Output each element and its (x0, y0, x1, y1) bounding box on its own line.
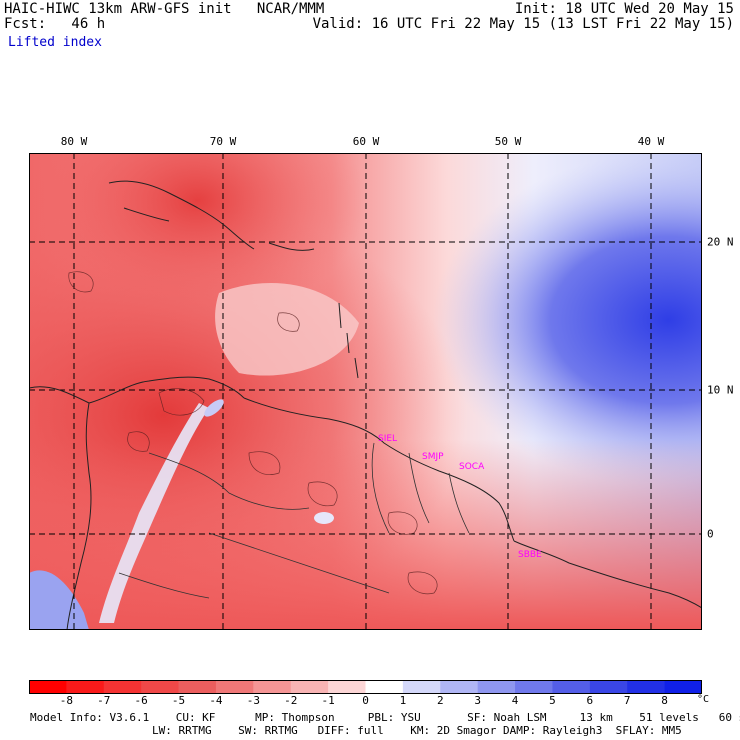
model-info-line2: LW: RRTMG SW: RRTMG DIFF: full KM: 2D Sm… (152, 724, 682, 737)
colorbar-segment (141, 680, 180, 694)
colorbar (29, 680, 702, 694)
colorbar-segment (515, 680, 553, 694)
field-andes-streak (99, 403, 209, 623)
header-forecast-hour: Fcst: 46 h (4, 16, 106, 32)
colorbar-segment (627, 680, 666, 694)
header-init-time: Init: 18 UTC Wed 20 May 15 (514, 1, 734, 17)
colorbar-tick-label: 2 (436, 694, 444, 707)
lon-label-50w: 50 W (494, 135, 522, 148)
field-name: Lifted index (8, 35, 102, 50)
model-info-line1: Model Info: V3.6.1 CU: KF MP: Thompson P… (30, 711, 740, 724)
colorbar-segment (402, 680, 441, 694)
colorbar-tick-label: -4 (209, 694, 223, 707)
colorbar-tick-label: 7 (623, 694, 631, 707)
colorbar-segment (215, 680, 254, 694)
colorbar-segment (589, 680, 628, 694)
colorbar-tick-label: -2 (284, 694, 298, 707)
station-label: SOCA (459, 462, 485, 472)
lat-label-10n: 10 N (707, 383, 734, 397)
graticule (29, 153, 702, 630)
field-red-south (29, 153, 702, 630)
station-label: SBBE (518, 550, 542, 560)
colorbar-segment (29, 680, 67, 694)
lat-label-20n: 20 N (707, 235, 734, 249)
header-valid-time: Valid: 16 UTC Fri 22 May 15 (13 LST Fri … (312, 16, 734, 32)
field-blue-patch (314, 512, 334, 524)
colorbar-segment (440, 680, 479, 694)
colorbar-tick-label: -3 (246, 694, 260, 707)
lifted-index-map: SIEL SMJP SOCA SBBE (29, 153, 702, 630)
field-caribbean-patch (215, 283, 359, 376)
map-border (29, 153, 702, 630)
colorbar-tick-label: 8 (661, 694, 668, 707)
colorbar-segment (103, 680, 142, 694)
field-blue-patch (204, 399, 224, 417)
colorbar-tick-label: -1 (321, 694, 335, 707)
colorbar-segment (477, 680, 516, 694)
colorbar-segment (253, 680, 292, 694)
lon-label-80w: 80 W (60, 135, 88, 148)
lon-label-40w: 40 W (637, 135, 665, 148)
lat-label-equator: 0 (707, 527, 714, 541)
lon-label-60w: 60 W (352, 135, 380, 148)
colorbar-tick-label: -7 (97, 694, 111, 707)
borders (118, 442, 470, 599)
colorbar-segment (664, 680, 702, 694)
colorbar-tick-label: -5 (171, 694, 186, 707)
colorbar-tick-label: 5 (549, 694, 556, 707)
colorbar-tick-label: 0 (362, 694, 369, 707)
colorbar-segment (328, 680, 366, 694)
colorbar-segment (66, 680, 105, 694)
colorbar-segment (552, 680, 591, 694)
lon-label-70w: 70 W (209, 135, 237, 148)
station-label: SIEL (378, 434, 397, 444)
colorbar-tick-label: 3 (474, 694, 481, 707)
coastlines (29, 180, 702, 630)
colorbar-segment (178, 680, 217, 694)
colorbar-tick-label: 4 (511, 694, 519, 707)
colorbar-tick-label: 6 (586, 694, 594, 707)
colorbar-tick-label: 1 (399, 694, 407, 707)
colorbar-tick-label: -6 (134, 694, 148, 707)
colorbar-segment (290, 680, 329, 694)
station-label: SMJP (422, 452, 444, 462)
colorbar-tick-label: -8 (59, 694, 73, 707)
colorbar-unit: °C (697, 694, 710, 705)
header-title: HAIC-HIWC 13km ARW-GFS init NCAR/MMM (4, 1, 325, 17)
colorbar-segment (365, 680, 404, 694)
